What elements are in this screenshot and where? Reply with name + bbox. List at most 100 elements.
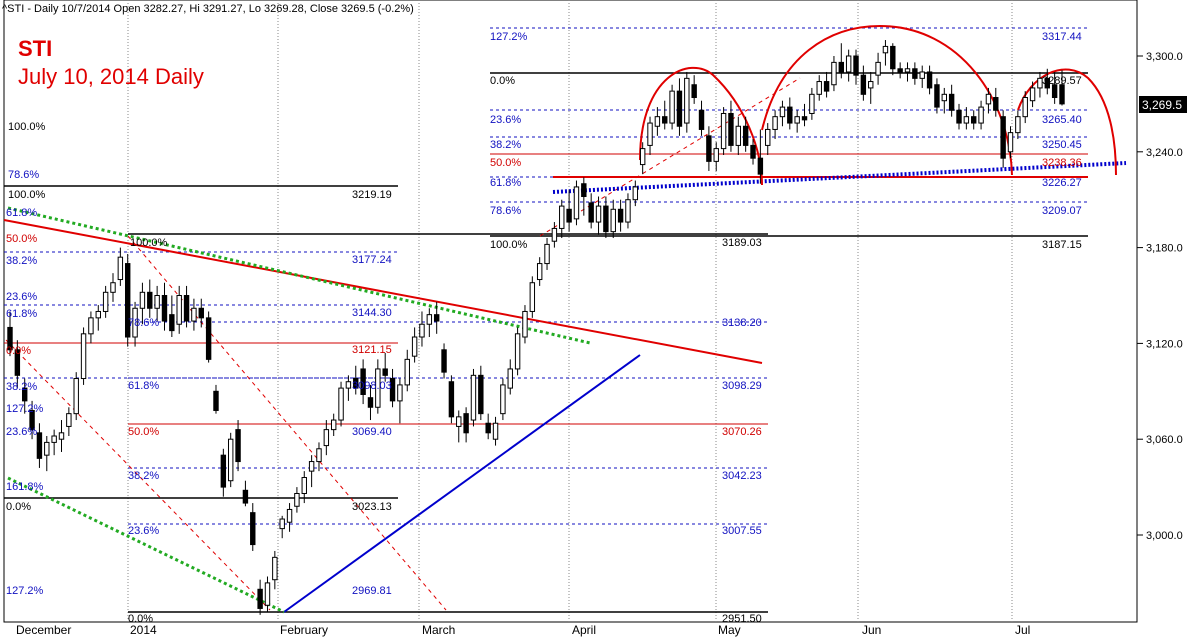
candle-up: [397, 384, 403, 402]
fib-label: 127.2%: [6, 585, 44, 597]
candle-up: [654, 116, 661, 127]
cup-arc-middle: [761, 24, 1013, 176]
candle-down: [382, 368, 388, 376]
fib-label: 61.8%: [6, 308, 37, 320]
candle-down: [890, 45, 896, 70]
candle-down: [242, 489, 249, 504]
candle-down: [169, 314, 175, 332]
candle-down: [36, 432, 43, 459]
candle-up: [139, 291, 146, 309]
x-tick-march: March: [422, 623, 455, 637]
candle-down: [617, 208, 624, 223]
candle-up: [1022, 97, 1028, 118]
candle-up: [794, 116, 800, 124]
price-label: 3238.36: [1042, 157, 1082, 169]
fib-label: 100.0%: [8, 121, 46, 133]
trend-lines: [3, 77, 1127, 614]
fib-label: 127.2%: [490, 31, 528, 43]
price-label: 3042.23: [722, 470, 762, 482]
cup-arc-left: [639, 66, 763, 186]
x-tick-jun: Jun: [862, 623, 881, 637]
candle-up: [735, 125, 742, 146]
candle-down: [14, 349, 21, 376]
candle-up: [559, 205, 565, 229]
candle-up: [720, 112, 727, 150]
candle-up: [279, 518, 285, 530]
price-label: 3219.19: [352, 189, 392, 201]
y-axis: 3,300.0 3,240.0 3,180.0 3,120.0 3,060.0 3,000…: [1137, 51, 1183, 542]
cup-arc-right: [1017, 68, 1117, 176]
fib-label: 23.6%: [490, 114, 521, 126]
candle-up: [176, 295, 182, 325]
x-axis: December 2014 February March April May J…: [16, 623, 1030, 637]
fib-label: 23.6%: [6, 426, 37, 438]
candle-down: [603, 205, 609, 233]
candle-up: [338, 387, 344, 421]
candle-up: [301, 477, 307, 494]
y-tick-label: 3,300.0: [1146, 51, 1183, 63]
candle-down: [441, 349, 447, 373]
price-label: 3098.29: [722, 380, 762, 392]
candle-up: [470, 374, 477, 421]
candle-up: [765, 128, 771, 146]
fib-label: 0.0%: [6, 501, 31, 513]
price-label: 3209.07: [1042, 205, 1082, 217]
candle-up: [58, 432, 65, 440]
candle-down: [860, 74, 867, 95]
candle-down: [698, 109, 705, 130]
candle-up: [500, 384, 506, 415]
y-tick-label: 3,000.0: [1146, 530, 1183, 542]
candle-up: [779, 106, 786, 118]
candle-up: [875, 61, 881, 76]
candle-down: [257, 588, 263, 609]
x-tick-2014: 2014: [130, 623, 157, 637]
candle-down: [250, 512, 256, 546]
candle-up: [80, 333, 87, 380]
candle-down: [235, 429, 241, 463]
candle-up: [227, 438, 234, 482]
candle-down: [823, 81, 830, 92]
candle-up: [632, 186, 639, 201]
candle-down: [29, 409, 35, 431]
red-dashed-diagonal-1: [5, 339, 271, 611]
price-label: 3250.45: [1042, 139, 1082, 151]
price-label: 3007.55: [722, 525, 762, 537]
candle-up: [117, 256, 124, 281]
candle-down: [853, 55, 859, 76]
candle-up: [625, 199, 631, 223]
price-label: 2969.81: [352, 585, 392, 597]
y-tick-label: 3,240.0: [1146, 147, 1183, 159]
price-label: 3289.57: [1042, 75, 1082, 87]
candle-down: [912, 68, 918, 79]
candle-up: [595, 205, 602, 223]
candle-down: [757, 157, 764, 175]
candle-down: [389, 378, 396, 402]
price-label: 3023.13: [352, 501, 392, 513]
candle-down: [926, 71, 933, 89]
candle-up: [985, 93, 992, 105]
candle-up: [375, 368, 381, 408]
candle-up: [411, 336, 418, 357]
candle-up: [669, 90, 675, 124]
candle-down: [353, 378, 359, 389]
candle-down: [198, 307, 204, 319]
candle-up: [95, 310, 101, 319]
candle-down: [566, 208, 572, 223]
candle-down: [581, 183, 587, 198]
price-label: 3144.30: [352, 307, 392, 319]
candle-up: [882, 45, 889, 54]
candle-up: [529, 282, 536, 312]
fib-label: 0.0%: [6, 345, 31, 357]
fib-label: 127.2%: [6, 403, 44, 415]
y-tick-label: 3,060.0: [1146, 434, 1183, 446]
candle-up: [919, 71, 925, 79]
x-tick-february: February: [280, 623, 328, 637]
price-label: 3265.40: [1042, 114, 1082, 126]
fib-label: 78.6%: [490, 205, 521, 217]
candle-down: [433, 314, 440, 322]
candle-up: [536, 263, 543, 281]
fib-label: 50.0%: [490, 157, 521, 169]
candle-up: [772, 116, 778, 130]
candle-down: [147, 291, 153, 309]
candle-up: [330, 419, 337, 431]
